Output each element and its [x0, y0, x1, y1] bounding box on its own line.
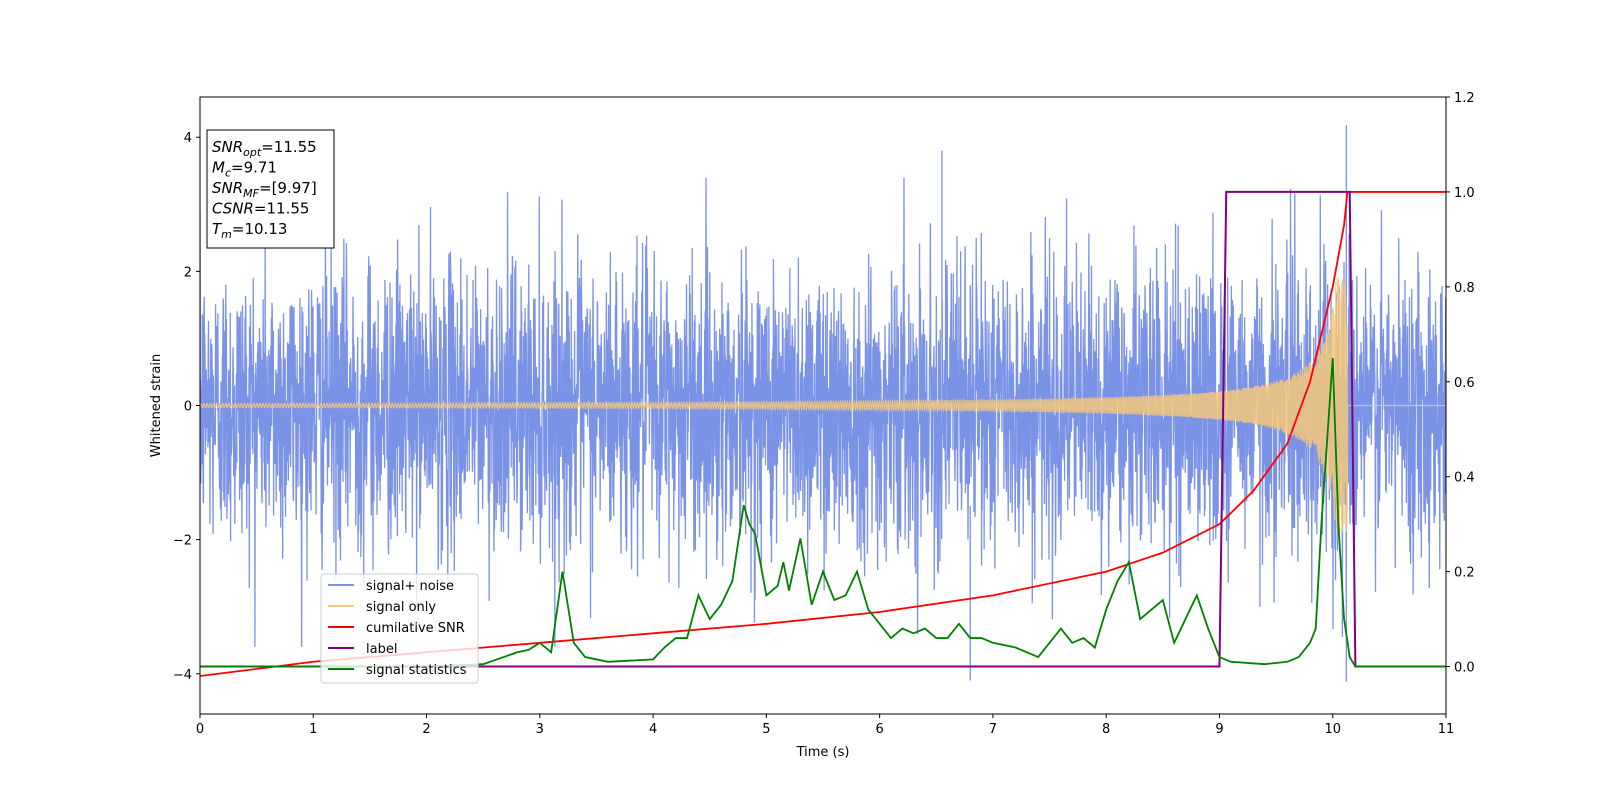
y-right-ticks: 0.0 0.2 0.4 0.6 0.8 1.0 1.2: [1446, 91, 1475, 676]
annotation-line: Mc=9.71: [212, 159, 277, 180]
y-right-tick-label: 0.0: [1454, 661, 1475, 676]
x-tick-label: 7: [989, 722, 997, 737]
x-ticks: 0 1 2 3 4 5 6 7 8 9 10 11: [196, 714, 1454, 737]
x-tick-label: 10: [1324, 722, 1341, 737]
annotation-frame: [206, 129, 335, 249]
y-right-tick-label: 1.2: [1454, 91, 1475, 106]
x-tick-label: 0: [196, 722, 204, 737]
y-right-tick-label: 0.4: [1454, 471, 1475, 486]
annotation-line: SNRMF=[9.97]: [212, 179, 317, 200]
y-right-tick-label: 1.0: [1454, 186, 1475, 201]
annotation-line: SNRopt=11.55: [212, 138, 317, 159]
legend: signal+ noise signal only cumilative SNR la…: [320, 573, 479, 684]
series-signal-statistics: [200, 357, 1446, 668]
x-tick-label: 2: [422, 722, 430, 737]
y-left-tick-label: 4: [184, 131, 192, 146]
plot-layer: [200, 125, 1446, 682]
y-left-ticks: −4 −2 0 2 4: [173, 131, 200, 683]
legend-label: signal+ noise: [366, 579, 454, 594]
legend-label: signal statistics: [366, 663, 467, 678]
x-tick-label: 8: [1102, 722, 1110, 737]
y-right-tick-label: 0.8: [1454, 281, 1475, 296]
legend-label: label: [366, 642, 397, 657]
y-left-tick-label: 0: [184, 400, 192, 415]
x-tick-label: 1: [309, 722, 317, 737]
y-left-tick-label: −4: [173, 668, 192, 683]
x-tick-label: 6: [875, 722, 883, 737]
x-tick-label: 3: [536, 722, 544, 737]
legend-label: signal only: [366, 600, 436, 615]
legend-frame: [320, 573, 479, 684]
annotation-box: SNRopt=11.55Mc=9.71SNRMF=[9.97]CSNR=11.5…: [206, 129, 335, 249]
legend-label: cumilative SNR: [366, 621, 465, 636]
y-axis-label: Whitened strain: [149, 354, 164, 457]
x-tick-label: 11: [1438, 722, 1455, 737]
x-tick-label: 4: [649, 722, 657, 737]
x-tick-label: 5: [762, 722, 770, 737]
annotation-line: CSNR=11.55: [212, 200, 309, 218]
x-tick-label: 9: [1215, 722, 1223, 737]
y-right-tick-label: 0.6: [1454, 376, 1475, 391]
annotation-line: Tm=10.13: [212, 220, 287, 241]
y-right-tick-label: 0.2: [1454, 566, 1475, 581]
series-signal-only: [200, 278, 1446, 533]
x-axis-label: Time (s): [796, 745, 850, 760]
y-left-tick-label: −2: [173, 534, 192, 549]
y-left-tick-label: 2: [184, 265, 192, 280]
